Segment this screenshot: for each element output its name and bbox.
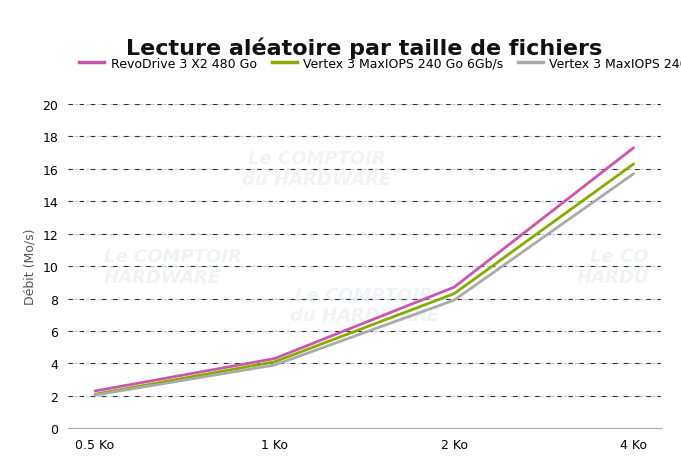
- Line: Vertex 3 MaxIOPS 240 Go 6Gb/s: Vertex 3 MaxIOPS 240 Go 6Gb/s: [95, 165, 633, 395]
- Legend: RevoDrive 3 X2 480 Go, Vertex 3 MaxIOPS 240 Go 6Gb/s, Vertex 3 MaxIOPS 240 Go 3G: RevoDrive 3 X2 480 Go, Vertex 3 MaxIOPS …: [74, 53, 681, 76]
- RevoDrive 3 X2 480 Go: [270, 356, 279, 362]
- Vertex 3 MaxIOPS 240 Go 6Gb/s: [629, 162, 637, 168]
- Title: Lecture aléatoire par taille de fichiers: Lecture aléatoire par taille de fichiers: [126, 37, 603, 59]
- RevoDrive 3 X2 480 Go: [629, 146, 637, 151]
- Vertex 3 MaxIOPS 240 Go 6Gb/s: [450, 291, 458, 297]
- RevoDrive 3 X2 480 Go: [91, 388, 99, 394]
- Line: Vertex 3 MaxIOPS 240 Go 3Gb/s: Vertex 3 MaxIOPS 240 Go 3Gb/s: [95, 174, 633, 395]
- Text: Le CO
HARDU: Le CO HARDU: [576, 247, 649, 286]
- Vertex 3 MaxIOPS 240 Go 3Gb/s: [629, 171, 637, 177]
- Vertex 3 MaxIOPS 240 Go 3Gb/s: [270, 362, 279, 368]
- Text: Le COMPTOIR
HARDWARE: Le COMPTOIR HARDWARE: [104, 247, 241, 286]
- Vertex 3 MaxIOPS 240 Go 6Gb/s: [91, 392, 99, 397]
- RevoDrive 3 X2 480 Go: [450, 285, 458, 290]
- Text: Le COMPTOIR
du HARDWARE: Le COMPTOIR du HARDWARE: [290, 286, 439, 325]
- Vertex 3 MaxIOPS 240 Go 3Gb/s: [450, 298, 458, 303]
- Vertex 3 MaxIOPS 240 Go 6Gb/s: [270, 359, 279, 365]
- Y-axis label: Débit (Mo/s): Débit (Mo/s): [24, 228, 37, 305]
- Line: RevoDrive 3 X2 480 Go: RevoDrive 3 X2 480 Go: [95, 149, 633, 391]
- Vertex 3 MaxIOPS 240 Go 3Gb/s: [91, 392, 99, 398]
- Text: Le COMPTOIR
du HARDWARE: Le COMPTOIR du HARDWARE: [242, 150, 392, 189]
